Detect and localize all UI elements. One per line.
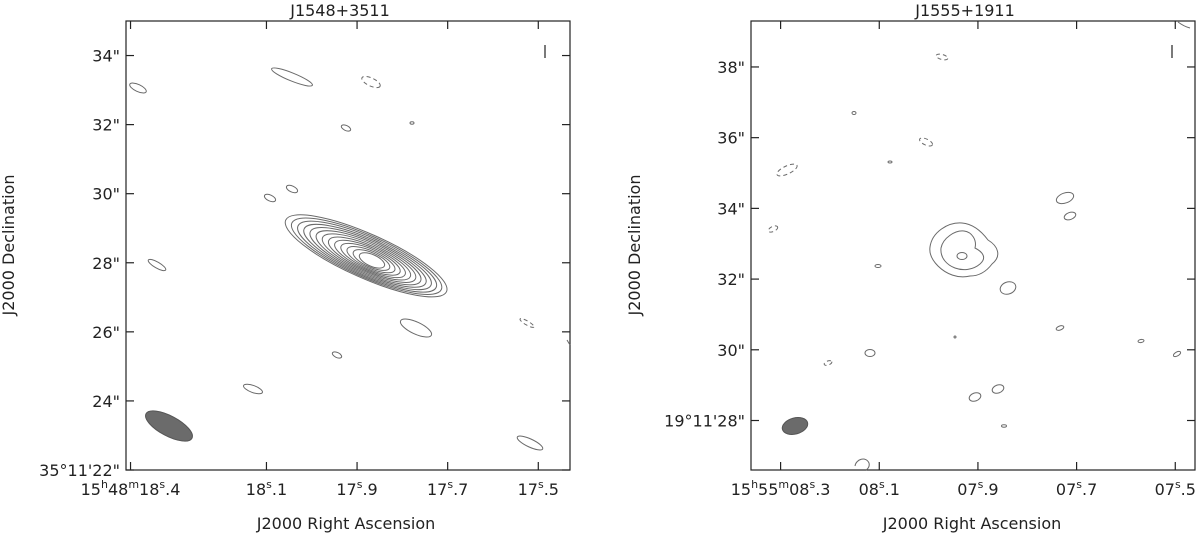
- noise-contour: [243, 383, 263, 395]
- x-axis-ticks: 15h48m18s.4 18s.1 17s.9 17s.7 17s.5: [81, 21, 559, 499]
- noise-contour: [519, 318, 535, 328]
- y-tick-label: 34": [717, 199, 745, 218]
- source-contour-level: [334, 239, 406, 279]
- source-contour-level: [358, 252, 386, 269]
- x-tick-label: 15h48m18s.4: [81, 478, 181, 499]
- x-tick-label: 07s.5: [1155, 478, 1196, 499]
- y-tick-label: 34": [92, 47, 120, 66]
- y-axis-label: J2000 Declination: [0, 175, 18, 317]
- noise-contour: [953, 335, 957, 339]
- noise-contour: [361, 75, 381, 89]
- y-axis-ticks: 35°11'22" 24" 26" 28" 30" 32" 34": [39, 47, 570, 480]
- source-contours: [929, 222, 999, 278]
- noise-contour: [767, 225, 779, 233]
- y-tick-label: 24": [92, 392, 120, 411]
- x-tick-label: 07s.7: [1056, 478, 1097, 499]
- y-tick-label: 19°11'28": [664, 412, 745, 431]
- y-tick-label: 30": [717, 341, 745, 360]
- source-contour-level: [352, 249, 391, 271]
- noise-contour: [999, 281, 1017, 295]
- y-axis-label: J2000 Declination: [625, 175, 644, 317]
- source-contour-level: [340, 242, 401, 276]
- beam-ellipse: [145, 410, 193, 442]
- noise-contour: [968, 392, 982, 402]
- noise-contour: [919, 137, 933, 147]
- noise-contours: [129, 45, 571, 451]
- y-tick-label: 28": [92, 254, 120, 273]
- source-contour-level: [327, 236, 412, 281]
- panel-j1548: J1548+3511 35°11'22" 24" 26" 28" 30" 32" 34" 1…: [0, 1, 571, 533]
- noise-contour: [1055, 325, 1065, 331]
- x-tick-label: 08s.1: [859, 478, 900, 499]
- noise-contour: [887, 160, 893, 164]
- noise-contour: [129, 82, 147, 94]
- noise-contour: [340, 124, 352, 132]
- noise-contour: [1137, 338, 1145, 344]
- noise-contour: [874, 264, 882, 268]
- y-tick-label: 30": [92, 185, 120, 204]
- source-contour-level: [284, 214, 448, 298]
- y-axis-ticks: 19°11'28" 30" 32" 34" 36" 38": [664, 58, 1195, 431]
- noise-contour: [1055, 191, 1075, 205]
- source-contour-level: [303, 223, 432, 291]
- x-axis-label: J2000 Right Ascension: [882, 514, 1062, 533]
- noise-contour: [1001, 424, 1007, 428]
- source-contours: [284, 214, 448, 298]
- y-tick-label: 35°11'22": [39, 461, 120, 480]
- noise-contour: [409, 121, 415, 125]
- x-tick-label: 17s.7: [427, 478, 468, 499]
- plot-frame: [750, 20, 1196, 471]
- x-axis-label: J2000 Right Ascension: [256, 514, 436, 533]
- source-contour-level: [297, 220, 438, 293]
- panel-j1555: J1555+1911 19°11'28" 30" 32" 34" 36" 38" 15h5…: [625, 1, 1196, 533]
- noise-contour: [851, 111, 857, 115]
- y-tick-label: 26": [92, 323, 120, 342]
- noise-contour: [271, 67, 313, 87]
- noise-contour: [1177, 21, 1191, 29]
- source-contour-level: [321, 233, 417, 283]
- noise-contour: [1063, 211, 1077, 221]
- x-tick-label: 18s.1: [246, 478, 287, 499]
- source-contour-middle: [940, 230, 985, 271]
- noise-contour: [285, 184, 299, 194]
- noise-contour: [566, 339, 571, 346]
- source-contour-level: [309, 227, 427, 288]
- y-tick-label: 32": [717, 270, 745, 289]
- y-tick-label: 36": [717, 129, 745, 148]
- source-contour-level: [346, 246, 396, 274]
- y-tick-label: 38": [717, 58, 745, 77]
- source-contour-outer: [929, 222, 999, 278]
- x-tick-label: 17s.9: [336, 478, 377, 499]
- x-axis-ticks: 15h55m08s.3 08s.1 07s.9 07s.7 07s.5: [731, 21, 1196, 499]
- noise-contour: [935, 53, 949, 61]
- noise-contour: [263, 193, 277, 203]
- noise-contour: [854, 458, 870, 471]
- plot-frame: [125, 20, 571, 471]
- noise-contour: [516, 435, 544, 451]
- x-tick-label: 17s.5: [518, 478, 559, 499]
- source-contour-inner: [956, 252, 968, 260]
- noise-contour: [776, 163, 798, 177]
- x-tick-label: 15h55m08s.3: [731, 478, 831, 499]
- noise-contour: [823, 360, 833, 366]
- y-tick-label: 32": [92, 116, 120, 135]
- x-tick-label: 07s.9: [957, 478, 998, 499]
- panel-title: J1548+3511: [289, 1, 390, 20]
- noise-contour: [331, 351, 343, 359]
- source-contour-level: [315, 230, 422, 286]
- noise-contour: [991, 384, 1005, 394]
- noise-contour: [864, 349, 876, 357]
- beam-ellipse: [781, 417, 809, 435]
- noise-contours: [767, 21, 1191, 471]
- noise-contour: [1172, 350, 1182, 358]
- noise-contour: [147, 258, 167, 272]
- source-contour-level: [290, 217, 443, 295]
- panel-title: J1555+1911: [914, 1, 1015, 20]
- noise-contour: [399, 318, 433, 338]
